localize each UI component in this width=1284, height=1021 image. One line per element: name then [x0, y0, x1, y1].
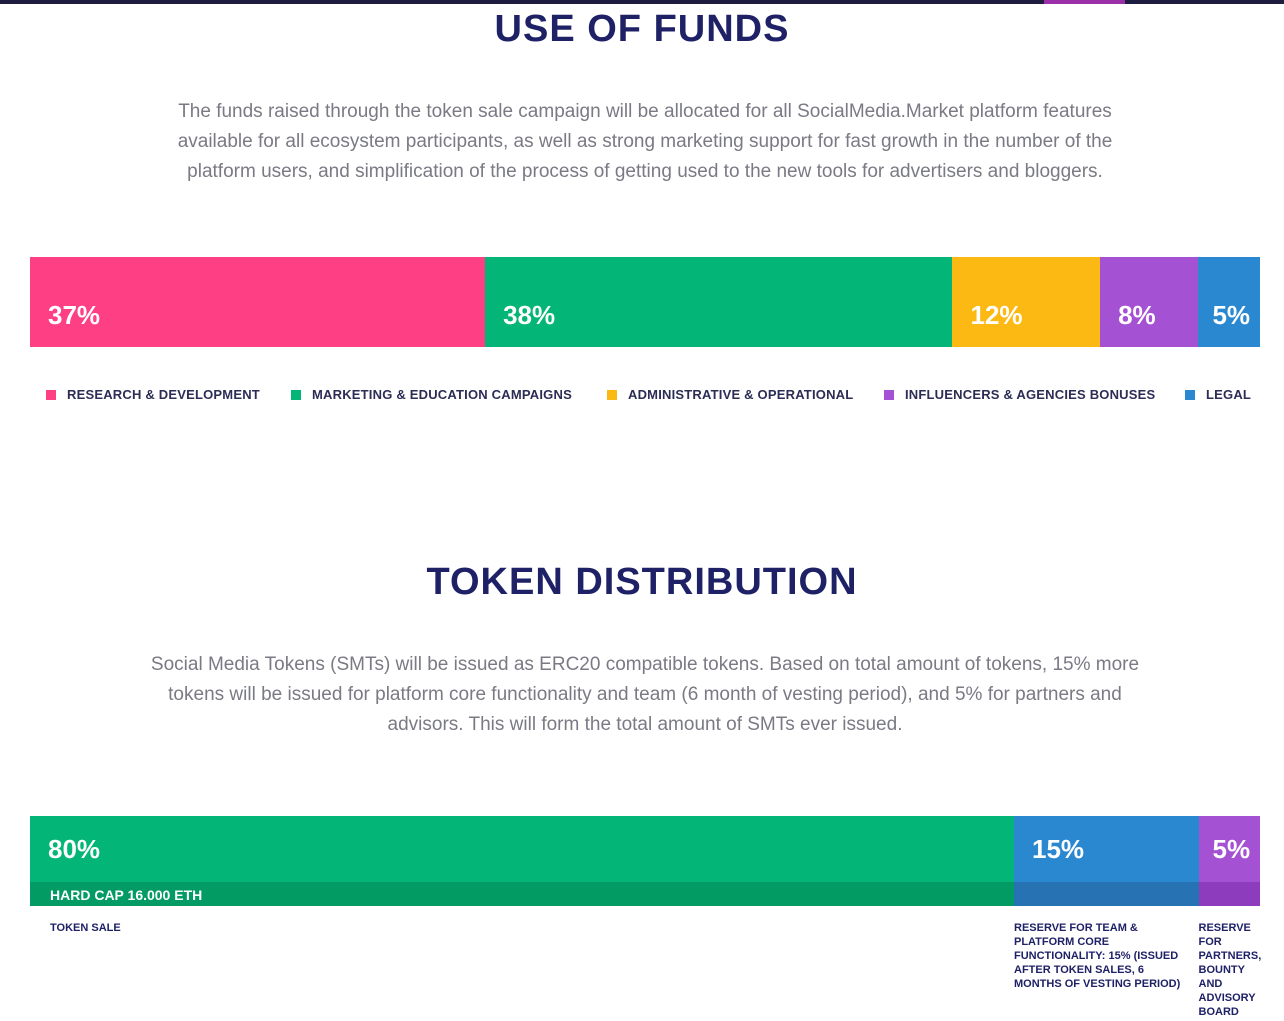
tokens-bar-segment: 5% — [1198, 816, 1260, 906]
tokens-title: TOKEN DISTRIBUTION — [426, 561, 858, 603]
tokens-bar-segment: 80% HARD CAP 16.000 ETH — [30, 816, 1014, 906]
funds-bar-percent-label: 38% — [503, 300, 556, 330]
funds-legend-item: MARKETING & EDUCATION CAMPAIGNS — [291, 387, 572, 402]
funds-bar-segment: 12% — [952, 257, 1101, 347]
tokens-stacked-bar: 80% HARD CAP 16.000 ETH 15% 5% — [30, 816, 1260, 906]
tokens-segment-caption: RESERVE FOR TEAM & PLATFORM CORE FUNCTIO… — [1014, 922, 1181, 990]
funds-bar-segment: 37% — [30, 257, 486, 347]
tokens-bar-subband — [1014, 882, 1199, 906]
legend-label: LEGAL — [1206, 387, 1252, 402]
legend-swatch-icon — [884, 389, 894, 400]
funds-stacked-bar: 37% 38% 12% 8% 5% — [30, 257, 1260, 347]
legend-swatch-icon — [1185, 389, 1195, 400]
funds-description: The funds raised through the token sale … — [177, 101, 1113, 182]
tokens-segment-caption: TOKEN SALE — [50, 922, 121, 934]
funds-bar-percent-label: 5% — [1212, 300, 1251, 330]
top-border — [0, 0, 1284, 4]
legend-label: RESEARCH & DEVELOPMENT — [67, 387, 260, 402]
tokens-bar-segment: 15% — [1014, 816, 1199, 906]
funds-legend-item: RESEARCH & DEVELOPMENT — [46, 387, 260, 402]
tokens-segment-caption: RESERVE FOR PARTNERS, BOUNTY AND ADVISOR… — [1198, 922, 1262, 1018]
tokens-bar-percent-label: 80% — [48, 834, 101, 864]
funds-legend: RESEARCH & DEVELOPMENT MARKETING & EDUCAT… — [0, 387, 1284, 407]
legend-label: MARKETING & EDUCATION CAMPAIGNS — [312, 387, 572, 402]
legend-label: ADMINISTRATIVE & OPERATIONAL — [628, 387, 854, 402]
funds-bar-percent-label: 8% — [1118, 300, 1156, 330]
funds-bar-segment: 5% — [1198, 257, 1260, 347]
legend-label: INFLUENCERS & AGENCIES BONUSES — [905, 387, 1156, 402]
tokens-bar-percent-label: 5% — [1212, 834, 1251, 864]
funds-title: USE OF FUNDS — [494, 8, 790, 50]
funds-bar-percent-label: 12% — [970, 300, 1023, 330]
funds-bar-percent-label: 37% — [48, 300, 101, 330]
funds-bar-segment: 38% — [485, 257, 953, 347]
hard-cap-label: HARD CAP 16.000 ETH — [50, 887, 203, 903]
top-border-accent — [1044, 0, 1125, 4]
tokens-bar-subband — [1198, 882, 1260, 906]
tokens-description: Social Media Tokens (SMTs) will be issue… — [150, 654, 1140, 735]
legend-swatch-icon — [607, 389, 617, 400]
funds-legend-item: ADMINISTRATIVE & OPERATIONAL — [607, 387, 853, 402]
tokens-bar-subband — [30, 882, 1014, 906]
legend-swatch-icon — [46, 389, 56, 400]
legend-swatch-icon — [291, 389, 301, 400]
tokens-bar-percent-label: 15% — [1032, 834, 1085, 864]
funds-legend-item: LEGAL — [1185, 387, 1251, 402]
funds-bar-segment: 8% — [1100, 257, 1199, 347]
funds-legend-item: INFLUENCERS & AGENCIES BONUSES — [884, 387, 1155, 402]
